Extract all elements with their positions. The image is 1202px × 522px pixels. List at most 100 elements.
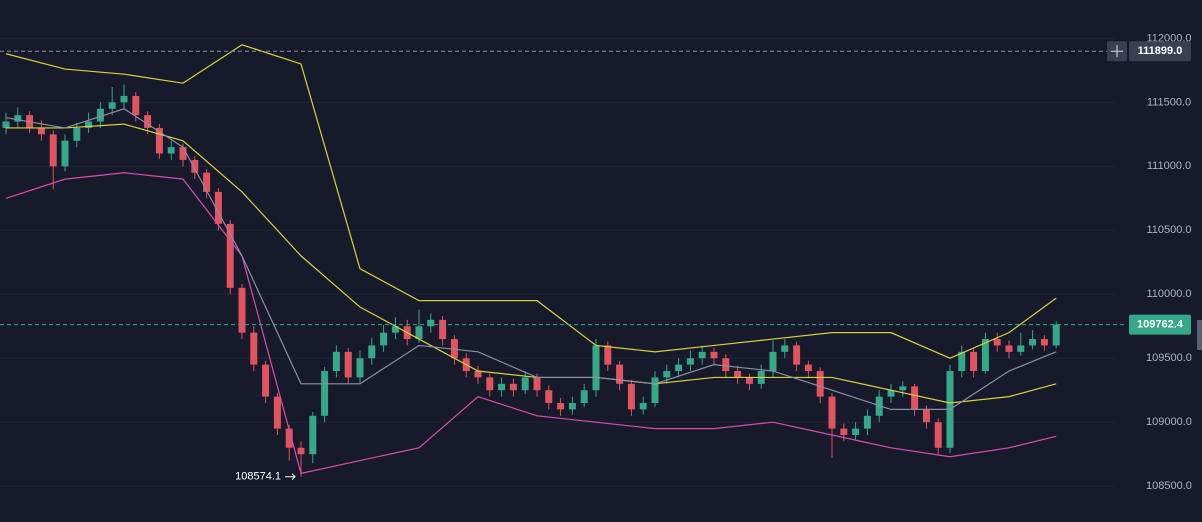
candle-body [863, 415, 871, 429]
candle-body [120, 95, 128, 103]
candle-body [356, 358, 364, 378]
candle-body [238, 287, 246, 333]
candle-body [722, 358, 730, 372]
candle-body [226, 223, 234, 288]
candle-body [332, 351, 340, 372]
low-arrow [285, 473, 296, 481]
candle-body [191, 159, 199, 173]
candle-body [922, 409, 930, 423]
candle-body [875, 396, 883, 416]
candle-body [651, 377, 659, 404]
plus-icon [1111, 45, 1123, 58]
candle-body [899, 386, 907, 391]
candle-body [285, 428, 293, 448]
candle-body [179, 147, 187, 160]
candle-body [167, 147, 175, 154]
candle-body [450, 339, 458, 359]
candle-body [427, 319, 435, 327]
candle-body [509, 383, 517, 391]
candle-body [710, 351, 718, 359]
candle-body [1052, 324, 1060, 346]
candle-body [474, 371, 482, 378]
candle-body [981, 339, 989, 372]
candle-body [545, 390, 553, 404]
candle-body [616, 364, 624, 384]
candle-body [368, 345, 376, 359]
candle-body [745, 377, 753, 384]
candle-body [580, 390, 588, 404]
y-tick-label: 109500.0 [1146, 352, 1192, 364]
candle-body [793, 345, 801, 365]
candle-body [828, 396, 836, 429]
candle-body [203, 172, 211, 192]
candle-body [686, 358, 694, 365]
candle-body [498, 383, 506, 391]
candle-body [214, 191, 222, 224]
candle-body [297, 447, 305, 455]
candle-body [521, 377, 529, 391]
candle-body [627, 383, 635, 410]
scroll-handle [1197, 320, 1202, 350]
candle-body [852, 428, 860, 435]
y-tick-label: 111000.0 [1147, 160, 1191, 172]
candle-body [568, 403, 576, 410]
candle-body [344, 351, 352, 378]
candle-body [958, 351, 966, 372]
candle-body [993, 339, 1001, 346]
candle-body [49, 134, 57, 167]
candle-body [155, 127, 163, 154]
candle-body [132, 95, 140, 116]
indicator-line [5, 44, 1057, 359]
candle-body [1005, 345, 1013, 352]
candle-body [262, 364, 270, 397]
candle-body [840, 428, 848, 435]
candle-body [14, 115, 22, 122]
candle-body [557, 403, 565, 410]
candle-body [675, 364, 683, 372]
candle-body [273, 396, 281, 429]
candle-body [73, 127, 81, 141]
candle-body [85, 121, 93, 128]
price-label: 111899.0 [1138, 45, 1183, 57]
candle-body [144, 115, 152, 128]
candle-body [439, 319, 447, 340]
candle-body [663, 371, 671, 378]
y-tick-label: 110000.0 [1146, 288, 1191, 300]
indicator-line [5, 108, 1057, 411]
candle-body [250, 332, 258, 365]
y-tick-label: 108500.0 [1146, 480, 1192, 492]
low-label: 108574.1 [235, 471, 281, 483]
candle-body [734, 371, 742, 378]
indicator-line [5, 172, 1057, 475]
candle-body [816, 371, 824, 397]
candle-body [604, 345, 612, 365]
price-label-box [1129, 314, 1191, 335]
candle-body [1040, 339, 1048, 346]
candle-body [37, 127, 45, 135]
candle-body [309, 415, 317, 455]
y-tick-label: 111500.0 [1147, 96, 1191, 108]
candle-body [698, 351, 706, 359]
price-label: 109762.4 [1137, 319, 1184, 331]
candle-body [887, 390, 895, 397]
candle-body [2, 121, 10, 128]
candle-body [934, 422, 942, 448]
candle-body [533, 377, 541, 391]
y-tick-label: 109000.0 [1146, 416, 1192, 428]
y-tick-label: 110500.0 [1146, 224, 1191, 236]
candle-body [108, 102, 116, 109]
candle-body [769, 351, 777, 372]
candle-body [486, 377, 494, 391]
candle-body [970, 351, 978, 372]
candle-body [96, 108, 104, 122]
candle-body [61, 140, 69, 167]
candle-body [415, 326, 423, 340]
price-label-box [1129, 41, 1191, 62]
candle-body [391, 326, 399, 333]
candle-body [321, 371, 329, 416]
candle-body [911, 386, 919, 410]
candle-body [639, 403, 647, 410]
candle-body [804, 364, 812, 372]
